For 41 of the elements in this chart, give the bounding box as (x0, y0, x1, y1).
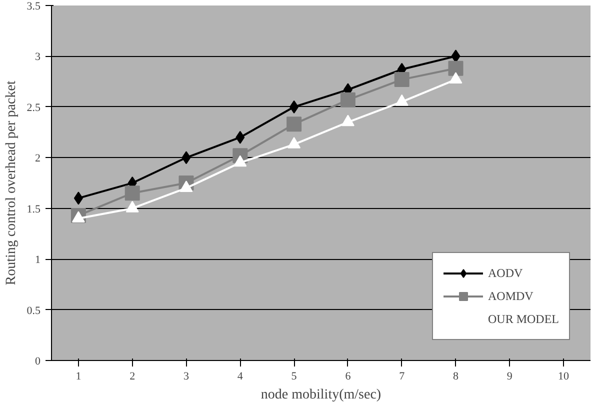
point (180, 180, 193, 192)
point (286, 116, 302, 132)
y-tick-label: 3 (35, 51, 41, 64)
point (341, 114, 354, 126)
point (74, 192, 83, 205)
point (288, 137, 301, 148)
point (290, 100, 299, 114)
point (236, 130, 245, 144)
y-tick-label: 1.5 (26, 203, 41, 216)
x-tick-label: 6 (345, 370, 352, 382)
x-tick-label: 5 (291, 370, 298, 382)
x-tick-label: 8 (453, 370, 459, 382)
point (234, 155, 247, 167)
x-tick-label: 3 (184, 370, 190, 382)
x-tick-label: 9 (506, 370, 513, 382)
y-axis-title: Routing control overhead per packet (4, 80, 19, 286)
point (72, 211, 85, 222)
point (448, 60, 464, 76)
y-tick-label: 2.5 (26, 102, 41, 114)
legend-label: AOMDV (488, 288, 534, 304)
point (182, 151, 191, 164)
point (395, 94, 408, 106)
x-tick-label: 1 (76, 370, 82, 382)
y-tick-label: 3.5 (26, 0, 41, 12)
point (124, 186, 140, 201)
x-tick-label: 4 (237, 370, 244, 382)
point (340, 92, 356, 108)
y-tick-label: 1 (35, 254, 40, 266)
x-axis-title: node mobility(m/sec) (260, 388, 382, 402)
legend-label: AODV (488, 266, 523, 280)
x-tick-label: 7 (399, 370, 406, 382)
point (126, 200, 139, 212)
y-tick-label: 2 (35, 152, 40, 165)
y-tick-label: 0 (35, 356, 41, 368)
point (394, 72, 410, 88)
point (451, 50, 460, 63)
x-tick-label: 2 (130, 370, 136, 382)
y-tick-label: 0.5 (26, 304, 41, 317)
x-tick-label: 10 (558, 370, 570, 382)
text: OUR MODEL (488, 312, 559, 326)
point (449, 72, 462, 84)
